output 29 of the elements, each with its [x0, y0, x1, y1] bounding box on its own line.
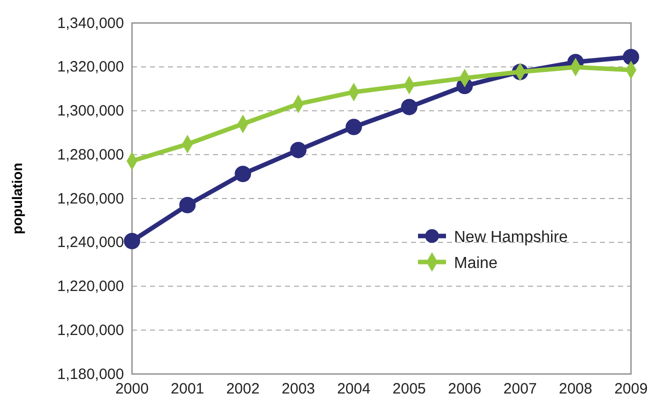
- point: [346, 118, 362, 136]
- y-tick-label: 1,300,000: [57, 102, 124, 120]
- y-tick-label: 1,320,000: [57, 58, 124, 76]
- x-tick-label: 2008: [558, 380, 592, 398]
- y-axis-title: population: [9, 162, 25, 234]
- x-tick-label: 2000: [115, 380, 149, 398]
- y-tick-label: 1,200,000: [57, 322, 124, 339]
- legend-label: New Hampshire: [454, 229, 568, 246]
- x-tick-label: 2007: [503, 380, 537, 398]
- point: [124, 232, 140, 250]
- y-tick-label: 1,260,000: [57, 190, 124, 208]
- x-tick-label: 2002: [226, 380, 260, 398]
- y-tick-label: 1,220,000: [57, 278, 124, 296]
- y-tick-label: 1,240,000: [57, 234, 124, 252]
- x-tick-label: 2006: [448, 380, 482, 398]
- x-tick-label: 2009: [614, 380, 648, 398]
- point: [179, 196, 196, 214]
- x-tick-label: 2003: [282, 380, 316, 398]
- x-tick-label: 2001: [170, 380, 204, 398]
- point: [234, 166, 252, 182]
- x-tick-label: 2004: [337, 380, 370, 398]
- y-tick-label: 1,340,000: [57, 14, 124, 32]
- point: [401, 98, 418, 116]
- point: [290, 142, 307, 158]
- point: [622, 48, 640, 66]
- y-tick-label: 1,180,000: [57, 366, 124, 383]
- x-tick-label: 2005: [392, 380, 426, 398]
- y-tick-label: 1,280,000: [57, 146, 124, 164]
- legend-label: Maine: [454, 255, 498, 272]
